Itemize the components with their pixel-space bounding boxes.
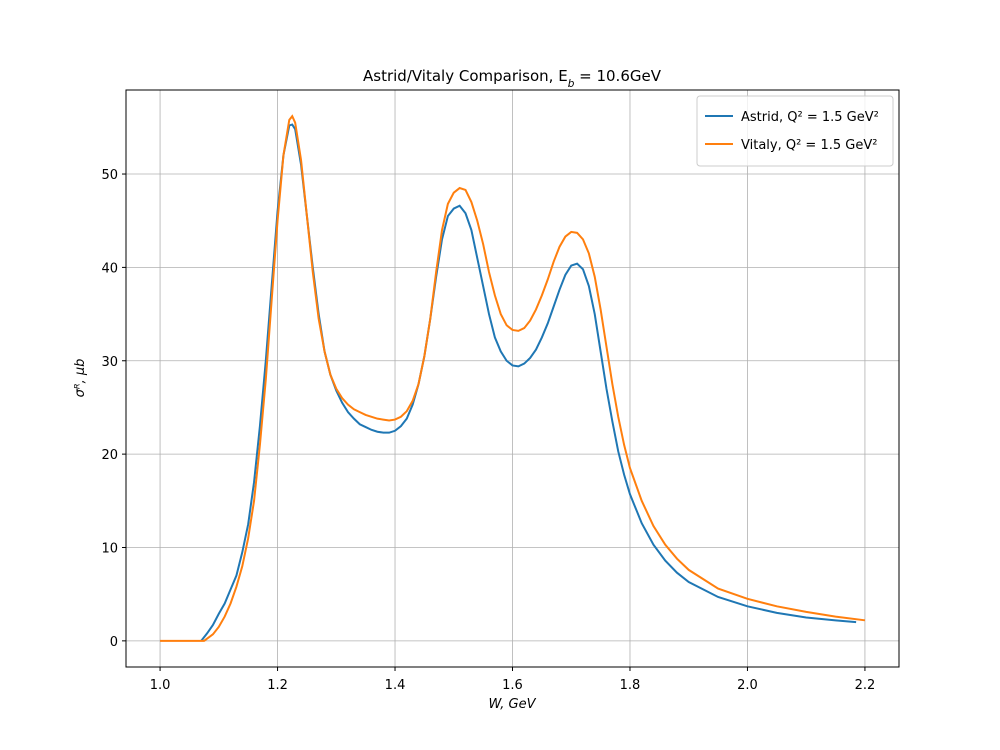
y-tick-label: 0 bbox=[110, 635, 118, 650]
y-tick-label: 10 bbox=[101, 541, 118, 556]
plot-frame bbox=[125, 89, 900, 668]
x-tick-label: 2.2 bbox=[855, 678, 876, 693]
legend-label: Astrid, Q² = 1.5 GeV² bbox=[741, 110, 879, 125]
x-tick-label: 1.2 bbox=[267, 678, 288, 693]
x-tick-label: 1.8 bbox=[620, 678, 641, 693]
line-series bbox=[200, 123, 857, 642]
legend-box bbox=[696, 95, 894, 167]
chart-title: Astrid/Vitaly Comparison, Eb = 10.6GeV bbox=[363, 67, 662, 90]
y-tick-label: 20 bbox=[101, 448, 118, 463]
y-tick-label: 30 bbox=[101, 355, 118, 370]
x-axis-label: W, GeV bbox=[488, 697, 536, 712]
legend-label: Vitaly, Q² = 1.5 GeV² bbox=[741, 138, 877, 153]
legend: Astrid, Q² = 1.5 GeV² Vitaly, Q² = 1.5 Ge… bbox=[696, 95, 894, 167]
line-series bbox=[160, 114, 866, 642]
y-axis-label: σᴿ, μb bbox=[73, 359, 88, 398]
x-tick-label: 1.4 bbox=[385, 678, 406, 693]
x-tick-label: 2.0 bbox=[737, 678, 758, 693]
y-tick-label: 40 bbox=[101, 261, 118, 276]
x-tick-label: 1.6 bbox=[502, 678, 523, 693]
x-tick-label: 1.0 bbox=[150, 678, 171, 693]
y-tick-label: 50 bbox=[101, 168, 118, 183]
